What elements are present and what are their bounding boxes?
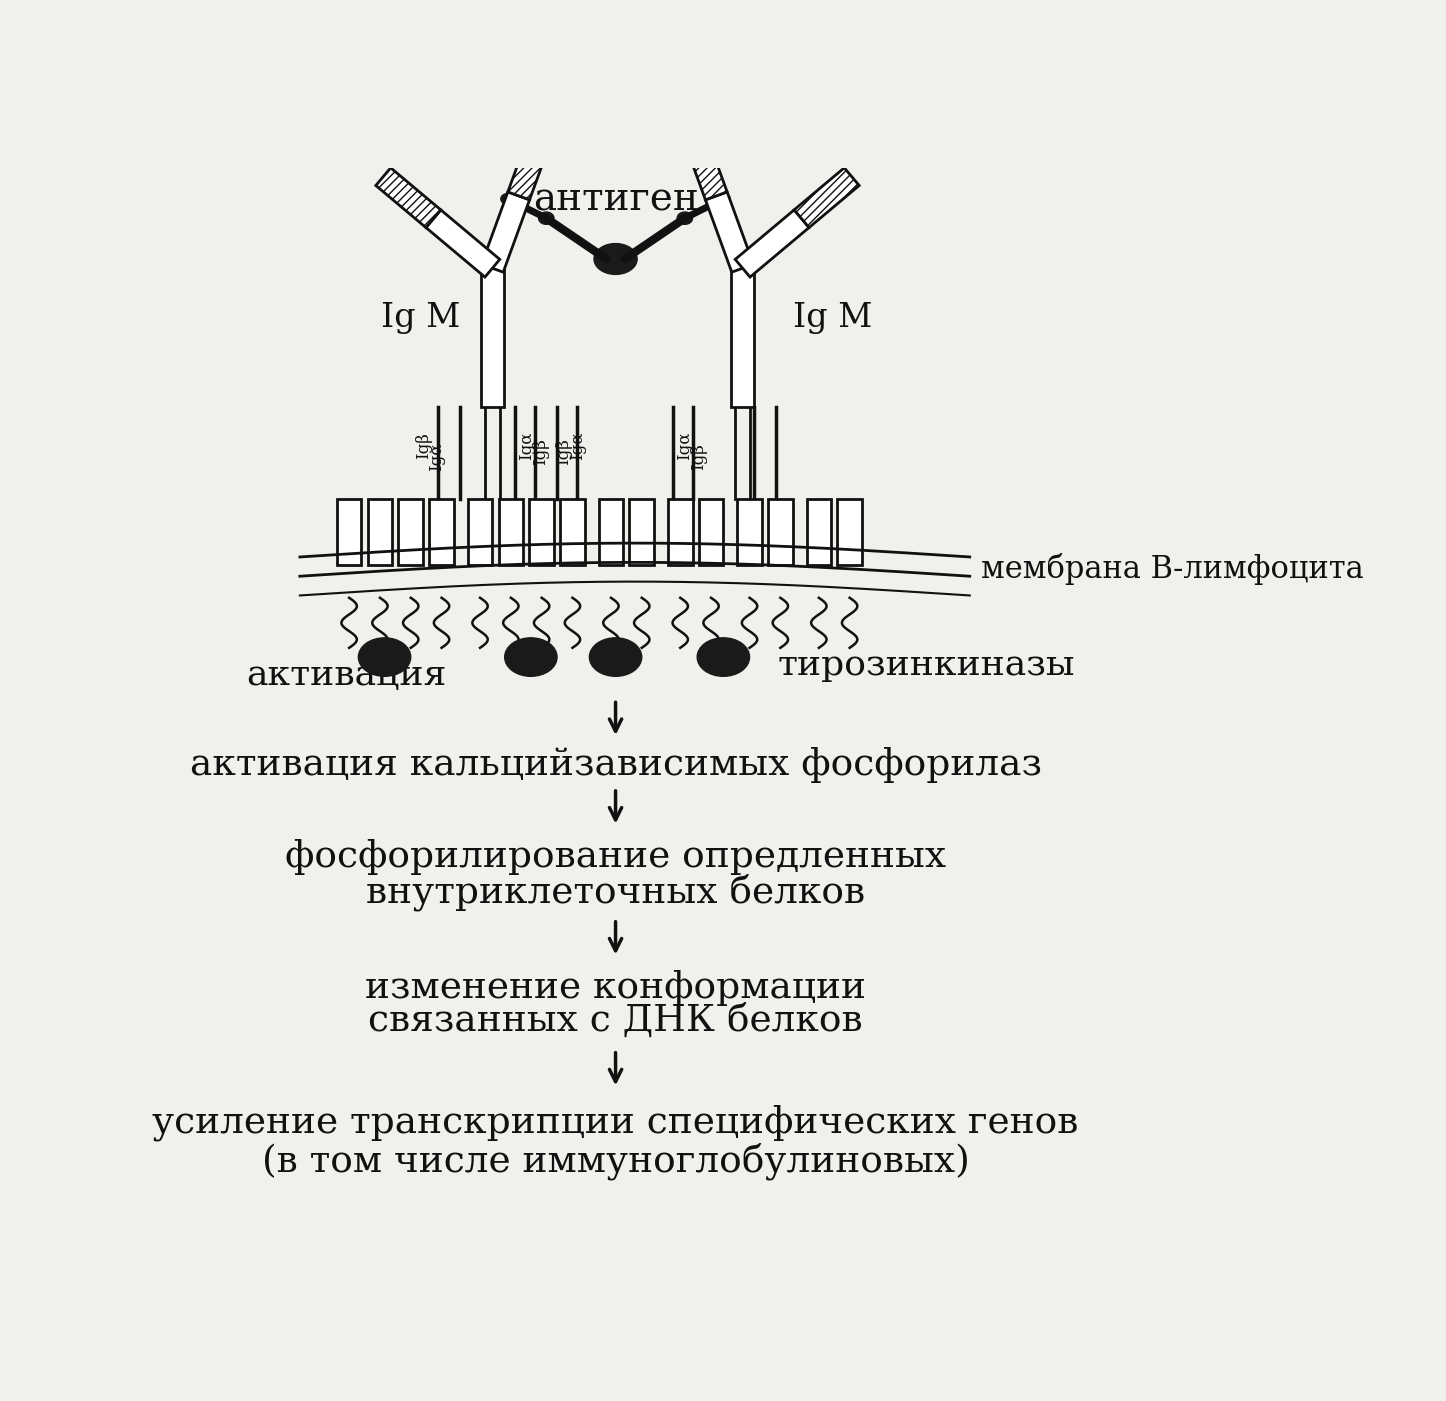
Polygon shape [615,251,636,266]
Text: усиление транскрипции специфических генов: усиление транскрипции специфических гено… [152,1104,1079,1142]
Text: Igβ: Igβ [555,439,571,465]
Bar [429,499,454,565]
Bar [768,499,792,565]
Polygon shape [735,210,808,277]
Text: Igβ: Igβ [532,439,549,465]
Bar [467,499,493,565]
Text: связанных с ДНК белков: связанных с ДНК белков [369,1003,863,1040]
Bar [482,268,503,406]
Bar [599,499,623,565]
Text: Igα: Igα [519,432,535,460]
Bar [837,499,862,565]
Bar [499,499,523,565]
Text: активация: активация [246,658,447,692]
Bar [367,499,392,565]
Bar [737,499,762,565]
Bar [399,499,424,565]
Text: (в том числе иммуноглобулиновых): (в том числе иммуноглобулиновых) [262,1143,969,1180]
Text: Igβ: Igβ [690,444,707,471]
Text: Ig M: Ig M [380,303,460,335]
Ellipse shape [359,637,411,677]
Ellipse shape [590,637,642,677]
Polygon shape [683,130,727,200]
Bar [560,499,584,565]
Text: тирозинкиназы: тирозинкиназы [778,647,1074,682]
Text: Igα: Igα [568,432,586,460]
Text: фосфорилирование опредленных: фосфорилирование опредленных [285,839,946,876]
Polygon shape [508,130,552,200]
Ellipse shape [505,637,557,677]
Polygon shape [594,244,638,275]
Text: Igα: Igα [428,443,445,471]
Polygon shape [482,192,529,272]
Polygon shape [538,212,554,224]
Bar [529,499,554,565]
Polygon shape [376,168,441,227]
Text: внутриклеточных белков: внутриклеточных белков [366,873,865,911]
Polygon shape [500,193,515,205]
Polygon shape [716,193,730,205]
Ellipse shape [697,637,749,677]
Polygon shape [596,251,617,266]
Text: активация кальцийзависимых фосфорилаз: активация кальцийзависимых фосфорилаз [189,747,1041,783]
Bar [629,499,654,565]
Polygon shape [427,210,500,277]
Polygon shape [706,192,753,272]
Bar [337,499,362,565]
Bar [732,268,755,406]
Bar [668,499,693,565]
Text: Igβ: Igβ [415,432,431,458]
Text: Ig M: Ig M [792,303,872,335]
Text: изменение конформации: изменение конформации [364,969,866,1006]
Polygon shape [677,212,693,224]
Bar [807,499,831,565]
Text: Igα: Igα [677,432,694,460]
Bar [698,499,723,565]
Polygon shape [794,168,859,227]
Text: антиген: антиген [532,182,698,219]
Text: мембрана В-лимфоцита: мембрана В-лимфоцита [982,552,1364,584]
